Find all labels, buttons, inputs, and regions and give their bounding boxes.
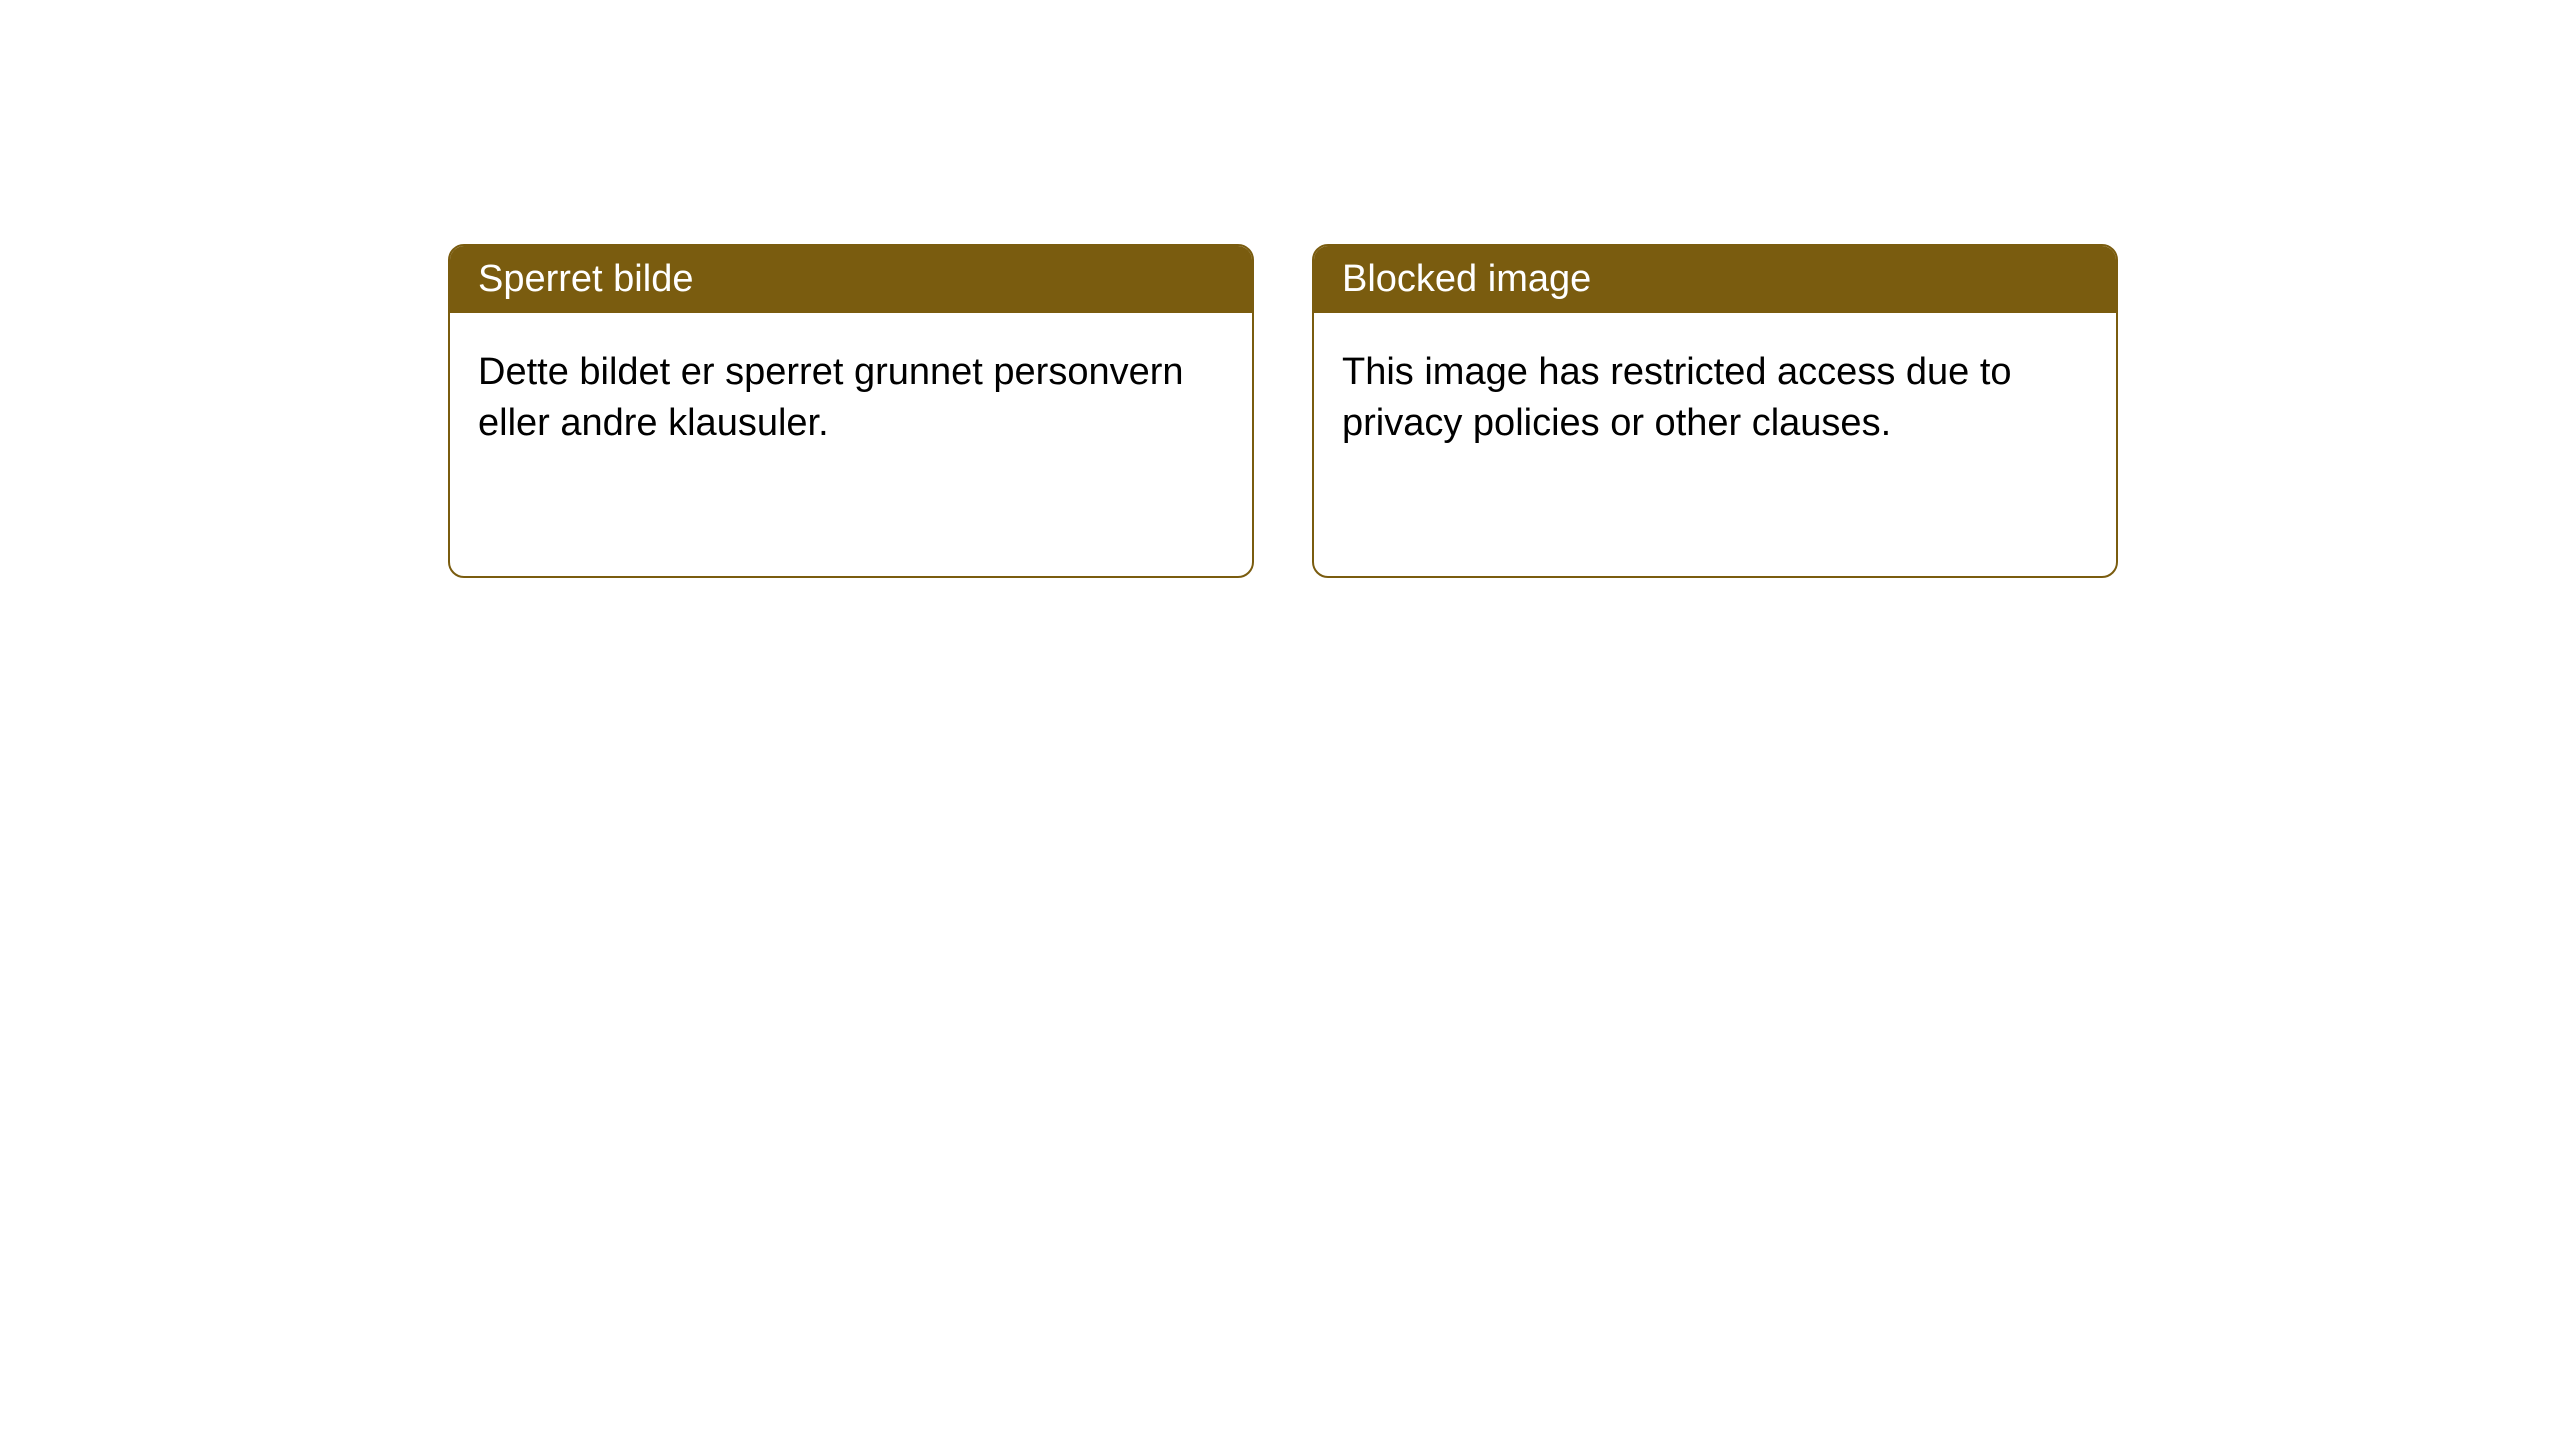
notice-card-english: Blocked image This image has restricted … [1312, 244, 2118, 578]
card-message: Dette bildet er sperret grunnet personve… [478, 351, 1184, 444]
notice-cards-container: Sperret bilde Dette bildet er sperret gr… [448, 244, 2118, 578]
notice-card-norwegian: Sperret bilde Dette bildet er sperret gr… [448, 244, 1254, 578]
card-header: Sperret bilde [450, 246, 1252, 313]
card-body: Dette bildet er sperret grunnet personve… [450, 313, 1252, 484]
card-message: This image has restricted access due to … [1342, 351, 2012, 444]
card-title: Sperret bilde [478, 258, 693, 300]
card-body: This image has restricted access due to … [1314, 313, 2116, 484]
card-title: Blocked image [1342, 258, 1591, 300]
card-header: Blocked image [1314, 246, 2116, 313]
